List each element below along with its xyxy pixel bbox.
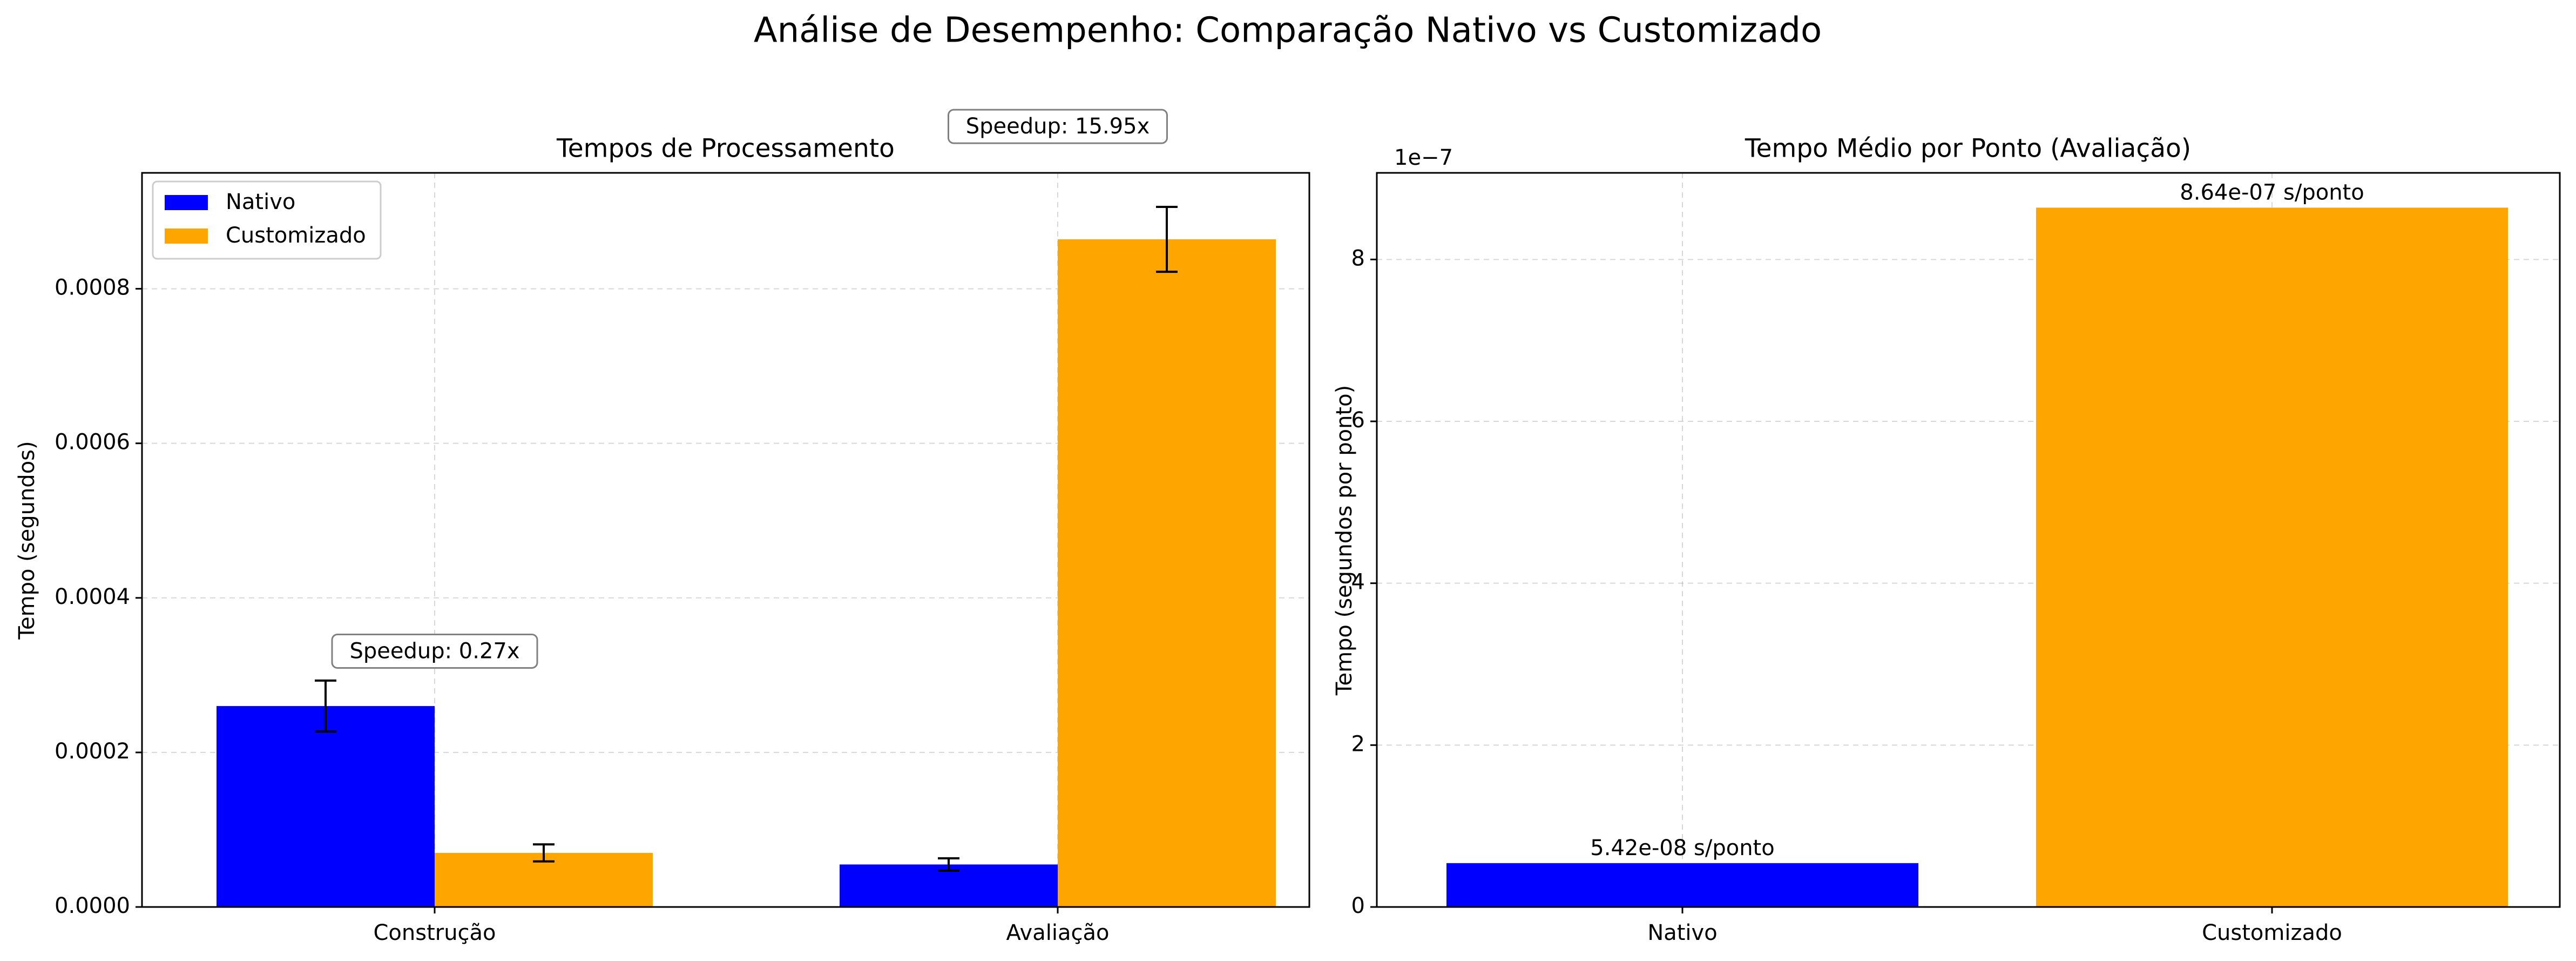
y-tick-label: 4 — [1351, 570, 1365, 595]
annotations: Speedup: 0.27x Speedup: 15.95x — [331, 109, 1168, 669]
chart-processing-times: 0.0000 0.0002 0.0004 0.0006 0.0008 Construção… — [15, 109, 1310, 945]
legend-swatch-nativo — [165, 195, 208, 210]
x-tick-label-construcao: Construção — [373, 920, 496, 945]
error-bar-customizado-avaliacao — [1156, 205, 1178, 273]
bar-nativo — [1446, 863, 1918, 907]
svg-text:Speedup: 0.27x: Speedup: 0.27x — [349, 639, 519, 663]
speedup-annotation-avaliacao: Speedup: 15.95x — [948, 109, 1168, 144]
axes: 0 2 4 6 8 Nativo Customizado — [1351, 246, 2342, 945]
y-tick-label: 0.0004 — [55, 584, 130, 609]
legend-frame — [152, 180, 382, 260]
speedup-annotation-construcao: Speedup: 0.27x — [331, 633, 538, 669]
y-axis-label: Tempo (segundos por ponto) — [1332, 385, 1357, 696]
y-tick-label: 0.0008 — [55, 275, 130, 300]
data-label-nativo: 5.42e-08 s/ponto — [1590, 836, 1774, 861]
y-axis-label: Tempo (segundos) — [15, 441, 39, 640]
y-axis-offset-label: 1e−7 — [1394, 145, 1453, 170]
legend: Nativo Customizado — [152, 180, 382, 260]
x-tick-label-customizado: Customizado — [2202, 920, 2342, 945]
bars: 5.42e-08 s/ponto 8.64e-07 s/ponto — [1446, 180, 2508, 907]
chart-title: Tempo Médio por Ponto (Avaliação) — [1745, 134, 2191, 164]
chart-time-per-point: 5.42e-08 s/ponto 8.64e-07 s/ponto 0 2 4 6 8 Na… — [1332, 134, 2561, 945]
data-label-customizado: 8.64e-07 s/ponto — [2180, 180, 2364, 205]
bar-customizado-avaliacao — [1058, 239, 1276, 907]
y-tick-label: 2 — [1351, 731, 1365, 756]
y-tick-label: 0.0002 — [55, 739, 130, 764]
x-tick-label-avaliacao: Avaliação — [1006, 920, 1110, 945]
error-bar-nativo-avaliacao — [938, 857, 959, 872]
y-tick-label: 6 — [1351, 408, 1365, 433]
axes: 0.0000 0.0002 0.0004 0.0006 0.0008 Construção… — [55, 275, 1109, 945]
y-tick-label: 0 — [1351, 893, 1365, 918]
x-tick-label-nativo: Nativo — [1647, 920, 1717, 945]
plot-frame — [1376, 172, 2561, 908]
legend-swatch-customizado — [165, 229, 208, 244]
bars — [217, 205, 1276, 907]
bar-customizado — [2036, 207, 2508, 907]
chart-title: Tempos de Processamento — [556, 134, 895, 164]
y-tick-label: 0.0006 — [55, 430, 130, 455]
legend-label-nativo: Nativo — [226, 190, 295, 214]
error-bar-nativo-construcao — [315, 679, 336, 733]
bar-nativo-construcao — [217, 706, 435, 907]
figure-title: Análise de Desempenho: Comparação Nativo… — [754, 11, 1822, 51]
svg-text:Speedup: 15.95x: Speedup: 15.95x — [966, 114, 1150, 139]
plot-frame — [141, 172, 1310, 908]
error-bar-customizado-construcao — [533, 843, 555, 863]
y-tick-label: 8 — [1351, 246, 1365, 271]
legend-label-customizado: Customizado — [226, 223, 366, 248]
y-tick-label: 0.0000 — [55, 893, 130, 918]
